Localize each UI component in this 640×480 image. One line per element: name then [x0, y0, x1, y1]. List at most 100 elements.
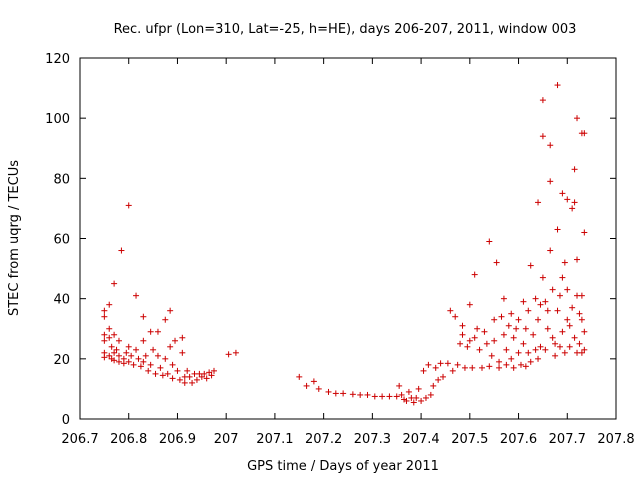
x-tick-label: 207.3: [354, 432, 391, 447]
data-point: [556, 292, 563, 299]
data-point: [554, 82, 561, 89]
data-point: [452, 313, 459, 320]
y-tick-label: 80: [53, 172, 70, 187]
data-point: [201, 370, 208, 377]
data-point: [386, 393, 393, 400]
data-point: [203, 375, 210, 382]
data-point: [193, 376, 200, 383]
data-point: [532, 295, 539, 302]
data-point: [142, 352, 149, 359]
data-point: [547, 178, 554, 185]
x-tick-label: 207: [214, 432, 239, 447]
data-point: [483, 340, 490, 347]
data-point: [413, 394, 420, 401]
data-point: [547, 247, 554, 254]
data-point: [357, 391, 364, 398]
data-point: [576, 340, 583, 347]
data-point: [559, 190, 566, 197]
data-point: [106, 325, 113, 332]
data-point: [152, 370, 159, 377]
data-point: [140, 313, 147, 320]
data-point: [566, 343, 573, 350]
data-point: [476, 346, 483, 353]
data-points: [101, 82, 588, 406]
data-point: [549, 286, 556, 293]
data-point: [125, 202, 132, 209]
data-point: [150, 346, 157, 353]
data-point: [525, 349, 532, 356]
data-point: [169, 361, 176, 368]
y-tick-label: 20: [53, 353, 70, 368]
data-point: [505, 322, 512, 329]
plot-border: [79, 57, 617, 420]
x-tick-label: 207.8: [597, 432, 634, 447]
data-point: [574, 115, 581, 122]
data-point: [547, 142, 554, 149]
data-point: [154, 352, 161, 359]
data-point: [115, 337, 122, 344]
data-point: [120, 360, 127, 367]
data-point: [140, 337, 147, 344]
data-point: [125, 343, 132, 350]
data-point: [101, 307, 108, 314]
data-point: [147, 361, 154, 368]
data-point: [130, 361, 137, 368]
data-point: [566, 322, 573, 329]
data-point: [571, 199, 578, 206]
data-point: [106, 334, 113, 341]
data-point: [113, 346, 120, 353]
data-point: [461, 364, 468, 371]
data-point: [133, 292, 140, 299]
chart-title: Rec. ufpr (Lon=310, Lat=-25, h=HE), days…: [114, 22, 577, 37]
data-point: [159, 372, 166, 379]
data-point: [118, 247, 125, 254]
data-point: [552, 340, 559, 347]
data-point: [432, 364, 439, 371]
data-point: [101, 337, 108, 344]
x-tick-label: 207.2: [305, 432, 342, 447]
data-point: [101, 331, 108, 338]
y-axis-label: STEC from uqrg / TECUs: [7, 160, 22, 316]
x-tick-label: 207.5: [451, 432, 488, 447]
data-point: [349, 391, 356, 398]
data-point: [106, 301, 113, 308]
data-point: [496, 358, 503, 365]
data-point: [508, 310, 515, 317]
data-point: [296, 373, 303, 380]
data-point: [542, 298, 549, 305]
data-point: [211, 367, 217, 374]
data-point: [527, 262, 534, 269]
data-point: [527, 358, 534, 365]
data-point: [486, 238, 493, 245]
data-point: [500, 331, 507, 338]
data-point: [125, 358, 132, 365]
data-point: [111, 280, 118, 287]
data-point: [430, 382, 437, 389]
data-point: [535, 316, 542, 323]
data-point: [140, 358, 147, 365]
data-point: [491, 316, 498, 323]
data-point: [405, 388, 412, 395]
data-point: [515, 349, 522, 356]
data-point: [189, 379, 196, 386]
data-point: [556, 343, 563, 350]
data-point: [554, 307, 561, 314]
y-tick-label: 100: [45, 112, 70, 127]
data-point: [184, 367, 191, 374]
x-axis-ticks: 206.7 206.8 206.9 207 207.1 207.2 207.3 207.4 20…: [61, 58, 635, 447]
y-axis-ticks: 0 20 40 60 80 100 120: [45, 52, 616, 428]
data-point: [393, 393, 400, 400]
data-point: [106, 352, 113, 359]
x-tick-label: 206.7: [61, 432, 98, 447]
data-point: [508, 355, 515, 362]
data-point: [517, 361, 524, 368]
data-point: [111, 331, 118, 338]
data-point: [569, 205, 576, 212]
data-point: [303, 382, 310, 389]
x-tick-label: 207.1: [256, 432, 293, 447]
data-point: [420, 367, 427, 374]
x-tick-label: 207.6: [500, 432, 537, 447]
y-tick-label: 120: [45, 52, 70, 67]
data-point: [564, 286, 571, 293]
data-point: [206, 369, 213, 376]
